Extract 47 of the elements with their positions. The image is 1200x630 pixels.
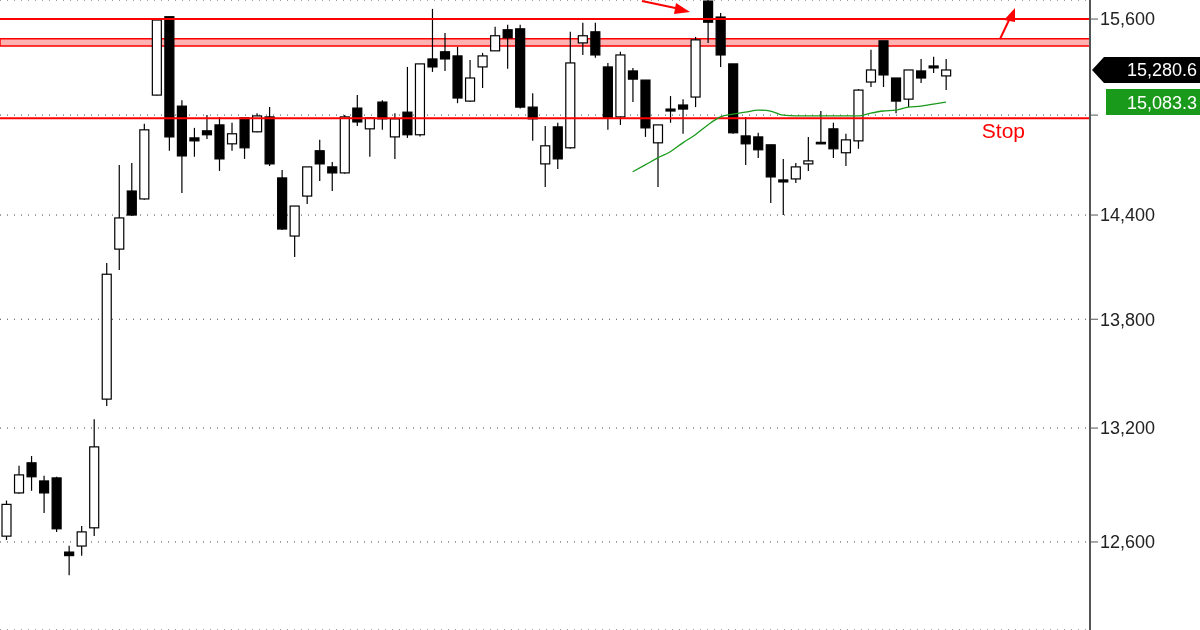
y-tick-label: 13,800 (1100, 309, 1156, 330)
candlestick (13, 465, 25, 495)
candlestick (828, 122, 839, 159)
candlestick (427, 8, 438, 73)
candlestick (790, 162, 801, 184)
candlestick (189, 127, 200, 158)
candlestick (38, 475, 50, 514)
candlestick (76, 525, 87, 557)
candlestick (740, 116, 751, 166)
candlestick (652, 124, 664, 188)
candlestick (753, 132, 764, 159)
candlestick (677, 98, 689, 135)
candlestick (941, 58, 952, 91)
candlestick (890, 77, 902, 114)
candlestick (464, 59, 476, 103)
candlestick (916, 58, 927, 84)
y-tick-label: 14,400 (1100, 205, 1156, 226)
candlestick (540, 125, 551, 188)
y-tick-label: 13,200 (1100, 418, 1156, 439)
candlestick (64, 545, 75, 576)
candlestick (439, 32, 451, 72)
candlestick (327, 161, 338, 192)
candlestick (502, 24, 513, 70)
candlestick (703, 0, 714, 44)
candlestick (402, 66, 413, 139)
ref-line-label: Stop (981, 119, 1025, 143)
candlestick (201, 114, 213, 140)
candlestick (314, 139, 325, 182)
candlestick (490, 26, 501, 52)
candlestick (26, 455, 37, 492)
candlestick (377, 99, 388, 131)
candlestick (840, 133, 852, 167)
text: 15,083.3 (1126, 92, 1197, 113)
candlestick (803, 136, 814, 172)
candlestick (627, 67, 639, 103)
y-tick-label: 15,600 (1100, 9, 1156, 30)
candlestick (389, 112, 400, 160)
candlestick (665, 95, 676, 124)
candlestick (778, 158, 789, 216)
candlestick (226, 122, 238, 152)
candlestick (865, 49, 877, 88)
candlestick (477, 52, 488, 89)
y-tick-label: 12,600 (1100, 532, 1156, 553)
line-series (632, 101, 947, 173)
candlestick (577, 22, 588, 56)
text: 15,280.6 (1126, 60, 1197, 81)
candlestick (590, 22, 601, 59)
